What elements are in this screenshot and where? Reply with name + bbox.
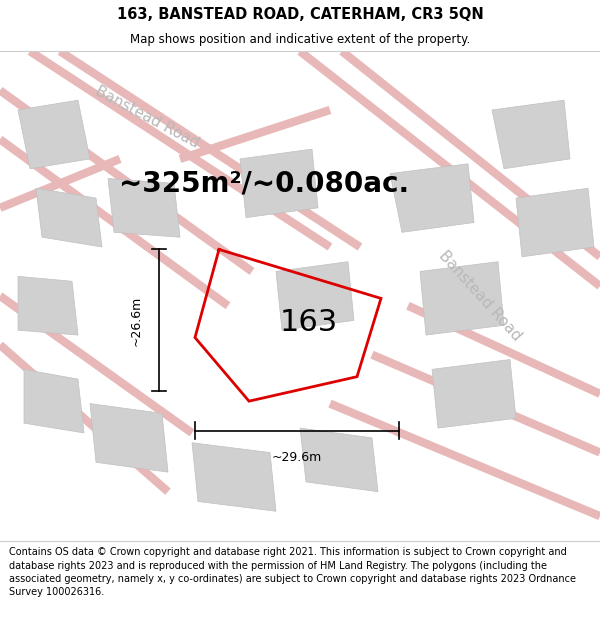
Polygon shape: [108, 179, 180, 238]
Polygon shape: [516, 188, 594, 257]
Polygon shape: [90, 404, 168, 472]
Polygon shape: [432, 359, 516, 428]
Text: Map shows position and indicative extent of the property.: Map shows position and indicative extent…: [130, 34, 470, 46]
Polygon shape: [24, 369, 84, 433]
Polygon shape: [192, 442, 276, 511]
Text: Contains OS data © Crown copyright and database right 2021. This information is : Contains OS data © Crown copyright and d…: [9, 548, 576, 597]
Polygon shape: [18, 100, 90, 169]
Polygon shape: [18, 276, 78, 335]
Polygon shape: [390, 164, 474, 232]
Polygon shape: [420, 262, 504, 335]
Polygon shape: [492, 100, 570, 169]
Polygon shape: [36, 188, 102, 247]
Text: 163: 163: [280, 308, 338, 338]
Text: ~325m²/~0.080ac.: ~325m²/~0.080ac.: [119, 169, 409, 198]
Text: ~26.6m: ~26.6m: [130, 295, 143, 346]
Text: Banstead Road: Banstead Road: [436, 248, 524, 344]
Text: 163, BANSTEAD ROAD, CATERHAM, CR3 5QN: 163, BANSTEAD ROAD, CATERHAM, CR3 5QN: [116, 7, 484, 22]
Text: Banstead Road: Banstead Road: [92, 84, 202, 151]
Text: ~29.6m: ~29.6m: [272, 451, 322, 464]
Polygon shape: [240, 149, 318, 218]
Polygon shape: [276, 262, 354, 330]
Polygon shape: [300, 428, 378, 492]
